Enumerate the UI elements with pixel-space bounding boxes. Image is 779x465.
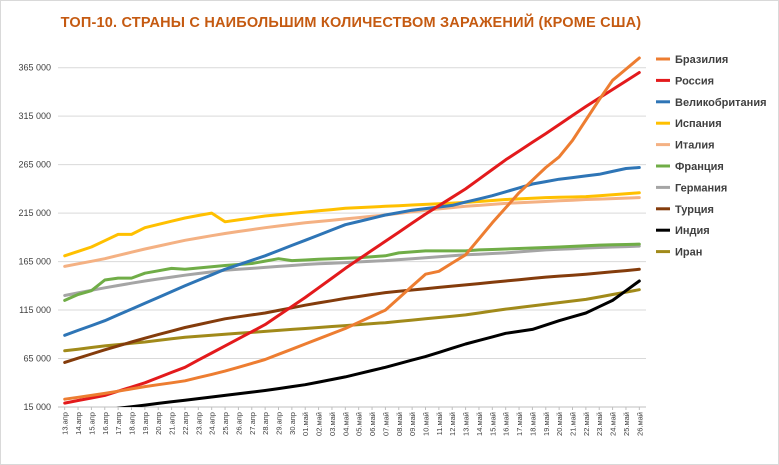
y-tick-label: 365 000: [18, 63, 51, 73]
x-tick-label: 29.апр: [275, 412, 284, 435]
x-tick-label: 17.апр: [114, 412, 123, 435]
x-tick-label: 18.май: [528, 412, 537, 436]
x-tick-label: 26.апр: [234, 412, 243, 435]
x-tick-label: 26.май: [635, 412, 644, 436]
x-tick-label: 13.апр: [61, 412, 70, 435]
legend-label: Иран: [675, 247, 702, 259]
x-tick-label: 30.апр: [288, 412, 297, 435]
x-tick-label: 28.апр: [261, 412, 270, 435]
x-tick-label: 19.апр: [141, 412, 150, 435]
series-line-70ad47: [63, 242, 641, 302]
x-tick-label: 03.май: [328, 412, 337, 436]
y-tick-label: 215 000: [18, 208, 51, 218]
y-tick-label: 315 000: [18, 111, 51, 121]
x-tick-label: 21.апр: [168, 412, 177, 435]
x-tick-label: 14.апр: [74, 412, 83, 435]
y-tick-label: 165 000: [18, 257, 51, 267]
x-tick-label: 20.апр: [154, 412, 163, 435]
x-tick-label: 16.апр: [101, 412, 110, 435]
x-tick-label: 24.апр: [208, 412, 217, 435]
legend-label: Индия: [675, 225, 710, 237]
x-tick-label: 27.апр: [248, 412, 257, 435]
x-tick-label: 04.май: [341, 412, 350, 436]
x-tick-label: 05.май: [355, 412, 364, 436]
x-axis-ticks: 13.апр 14.апр 15.апр 16.апр 17.апр 18.апр 19.а…: [61, 407, 644, 436]
x-tick-label: 14.май: [475, 412, 484, 436]
x-tick-label: 23.апр: [194, 412, 203, 435]
x-tick-label: 10.май: [422, 412, 431, 436]
x-tick-label: 21.май: [569, 412, 578, 436]
legend: Бразилия Россия Великобритания Испания Итали…: [656, 54, 767, 259]
x-tick-label: 17.май: [515, 412, 524, 436]
x-tick-label: 18.апр: [128, 412, 137, 435]
x-tick-label: 24.май: [609, 412, 618, 436]
x-tick-label: 25.апр: [221, 412, 230, 435]
x-tick-label: 23.май: [595, 412, 604, 436]
legend-label: Испания: [675, 118, 722, 130]
x-tick-label: 20.май: [555, 412, 564, 436]
legend-label: Бразилия: [675, 54, 728, 66]
legend-label: Великобритания: [675, 97, 767, 109]
y-tick-label: 15 000: [23, 402, 51, 412]
series-line-e31a1c: [63, 71, 641, 405]
series-line-ffc000: [63, 191, 641, 258]
legend-label: Россия: [675, 75, 714, 87]
series-layer: [63, 56, 641, 407]
x-tick-label: 19.май: [542, 412, 551, 436]
x-tick-label: 01.май: [301, 412, 310, 436]
x-tick-label: 22.май: [582, 412, 591, 436]
x-tick-label: 07.май: [381, 412, 390, 436]
x-tick-label: 22.апр: [181, 412, 190, 435]
x-tick-label: 16.май: [502, 412, 511, 436]
grid-layer: [58, 67, 646, 408]
x-tick-label: 13.май: [462, 412, 471, 436]
legend-label: Турция: [675, 204, 714, 216]
series-line-ed7d31: [63, 56, 641, 401]
series-line-2e75b6: [63, 166, 641, 337]
series-line-000000: [116, 279, 641, 407]
x-tick-label: 12.май: [448, 412, 457, 436]
y-axis-ticks: 15 000 65 000 115 000 165 000 215 000 265 000…: [18, 63, 51, 412]
y-tick-label: 65 000: [23, 354, 51, 364]
y-tick-label: 265 000: [18, 160, 51, 170]
legend-label: Франция: [675, 161, 724, 173]
series-line-843c0c: [63, 267, 641, 364]
x-tick-label: 09.май: [408, 412, 417, 436]
legend-label: Германия: [675, 182, 727, 194]
x-tick-label: 08.май: [395, 412, 404, 436]
x-tick-label: 02.май: [315, 412, 324, 436]
x-tick-label: 06.май: [368, 412, 377, 436]
x-tick-label: 25.май: [622, 412, 631, 436]
series-line-f4b183: [63, 196, 641, 268]
chart-title: ТОП-10. СТРАНЫ С НАИБОЛЬШИМ КОЛИЧЕСТВОМ …: [60, 15, 642, 31]
y-tick-label: 115 000: [19, 305, 51, 315]
x-tick-label: 11.май: [435, 412, 444, 435]
x-tick-label: 15.май: [488, 412, 497, 436]
x-tick-label: 15.апр: [87, 412, 96, 435]
legend-label: Италия: [675, 140, 715, 152]
